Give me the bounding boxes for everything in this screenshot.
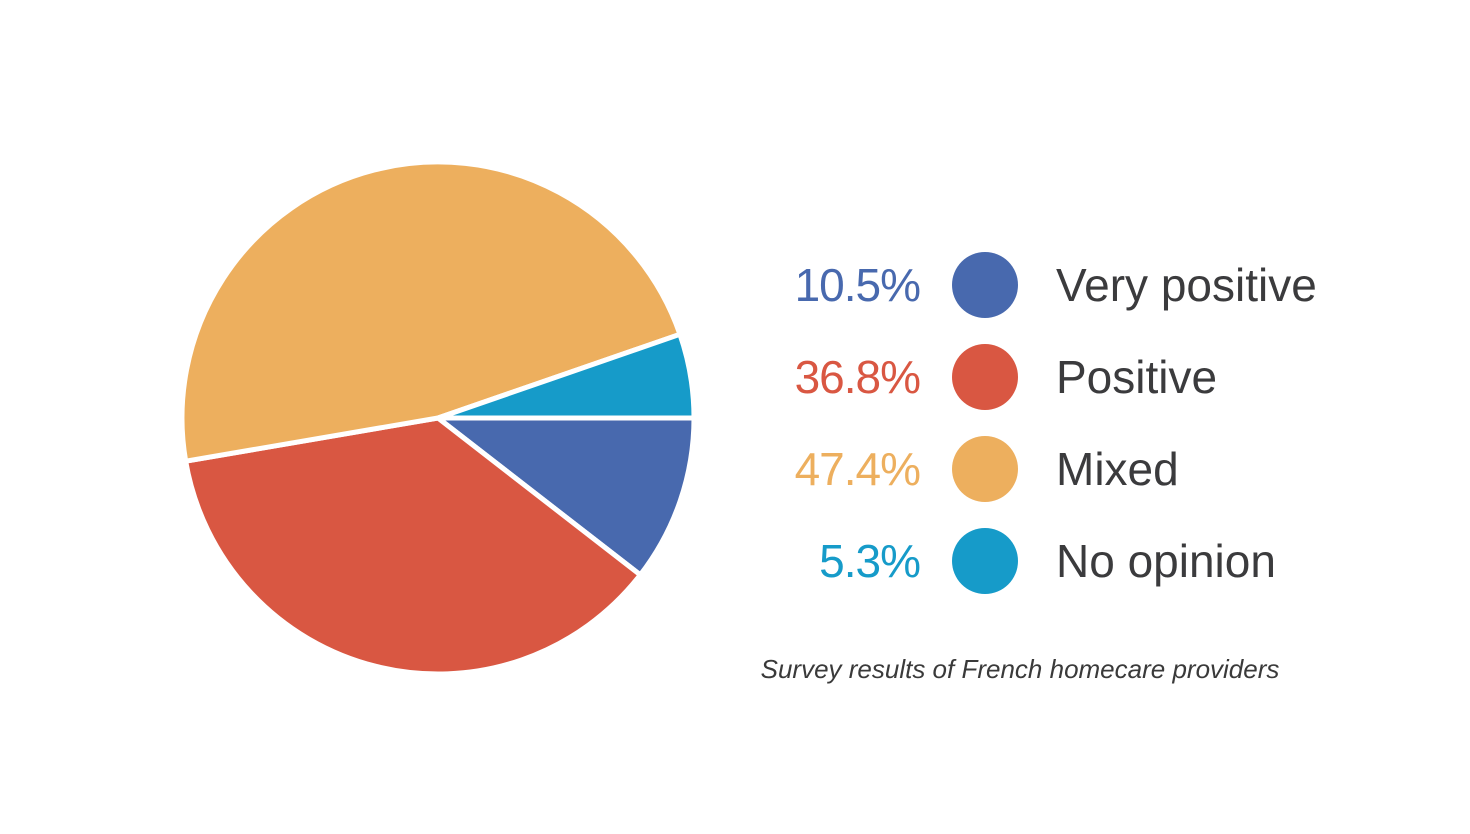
- legend-item-no-opinion: 5.3% No opinion: [760, 515, 1317, 607]
- legend-percent: 36.8%: [794, 351, 921, 403]
- legend-item-positive: 36.8% Positive: [760, 331, 1317, 423]
- pie-slice-very-positive: [435, 415, 697, 578]
- legend-label: No opinion: [1056, 535, 1276, 587]
- legend-swatch-circle: [952, 528, 1018, 594]
- pie-slice-mixed: [179, 159, 683, 464]
- pie-chart: [177, 157, 699, 679]
- legend-percent: 47.4%: [794, 443, 921, 495]
- legend-label: Very positive: [1056, 259, 1317, 311]
- legend-swatch-circle: [952, 344, 1018, 410]
- legend-label: Mixed: [1056, 443, 1179, 495]
- legend-label: Positive: [1056, 351, 1218, 403]
- legend-percent: 10.5%: [794, 259, 921, 311]
- legend-swatch-circle: [952, 252, 1018, 318]
- chart-caption: Survey results of French homecare provid…: [760, 654, 1280, 684]
- chart-legend: 10.5% Very positive 36.8% Positive 47.4%…: [760, 239, 1317, 607]
- legend-swatch-circle: [952, 436, 1018, 502]
- legend-item-mixed: 47.4% Mixed: [760, 423, 1317, 515]
- legend-percent: 5.3%: [819, 535, 921, 587]
- pie-slice-positive: [183, 415, 643, 677]
- pie-slice-no-opinion: [435, 331, 697, 421]
- pie-chart-svg: [179, 159, 697, 677]
- legend-item-very-positive: 10.5% Very positive: [760, 239, 1317, 331]
